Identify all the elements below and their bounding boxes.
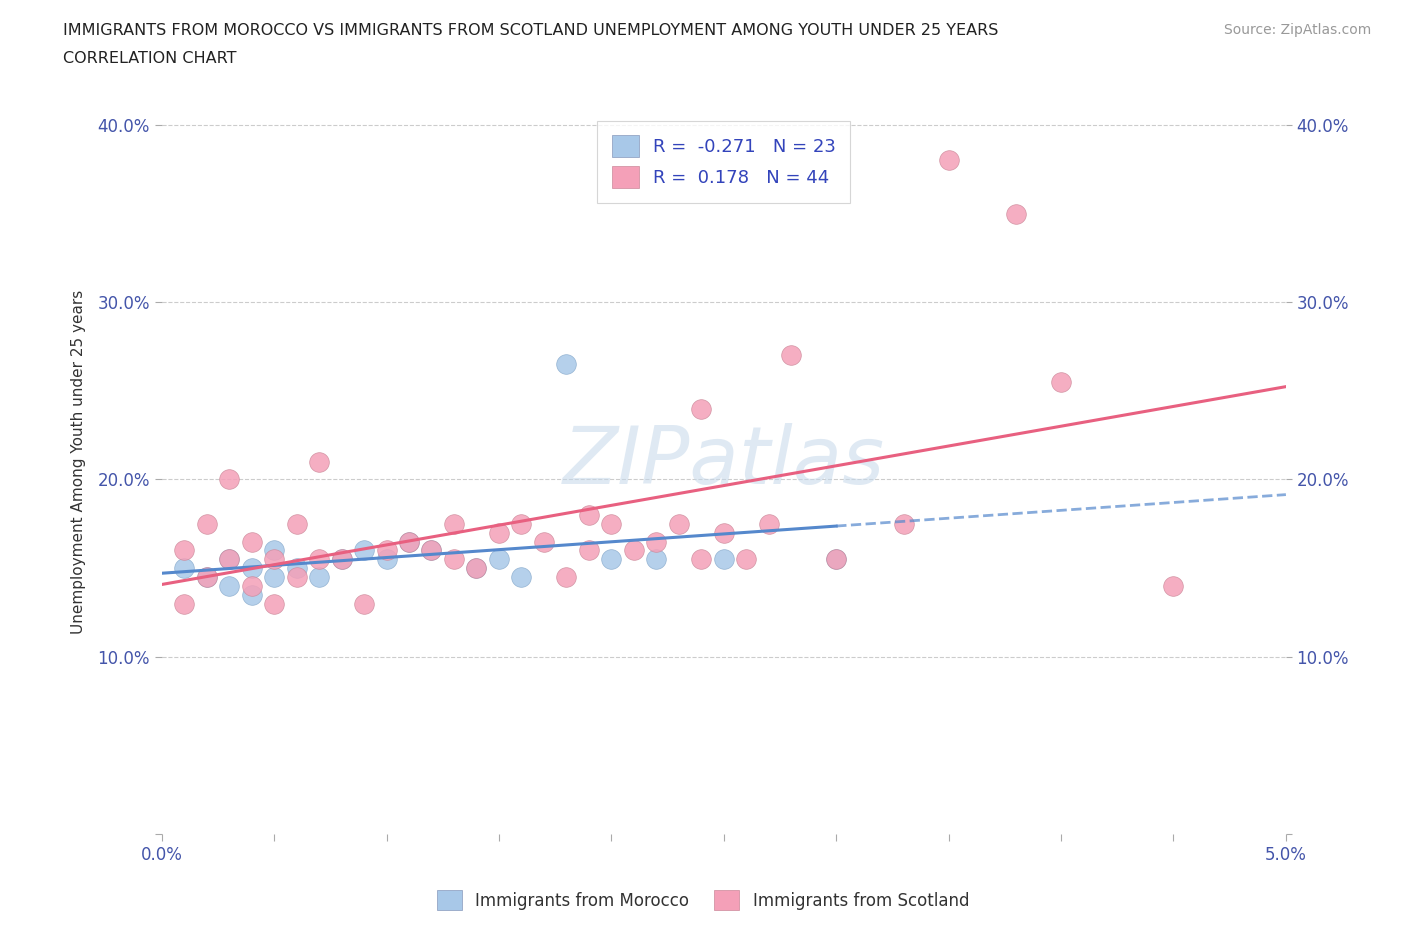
Point [173, 543, 195, 558]
Point [690, 401, 713, 416]
Point [713, 551, 735, 566]
Point [195, 569, 218, 584]
Point [780, 348, 803, 363]
Point [285, 569, 308, 584]
Point [465, 561, 488, 576]
Point [555, 357, 578, 372]
Point [195, 569, 218, 584]
Point [285, 561, 308, 576]
Point [555, 569, 578, 584]
Point [240, 561, 263, 576]
Point [263, 551, 285, 566]
Point [578, 508, 600, 523]
Point [1005, 206, 1028, 221]
Point [240, 587, 263, 602]
Point [375, 543, 398, 558]
Point [173, 596, 195, 611]
Point [600, 516, 623, 531]
Point [375, 551, 398, 566]
Point [825, 551, 848, 566]
Point [735, 551, 758, 566]
Legend: Immigrants from Morocco, Immigrants from Scotland: Immigrants from Morocco, Immigrants from… [430, 884, 976, 917]
Point [510, 516, 533, 531]
Point [353, 543, 375, 558]
Point [195, 516, 218, 531]
Text: Source: ZipAtlas.com: Source: ZipAtlas.com [1223, 23, 1371, 37]
Point [713, 525, 735, 540]
Point [510, 569, 533, 584]
Point [173, 561, 195, 576]
Point [758, 516, 780, 531]
Point [308, 454, 330, 469]
Point [488, 551, 510, 566]
Point [263, 596, 285, 611]
Point [465, 561, 488, 576]
Point [330, 551, 353, 566]
Point [1163, 578, 1185, 593]
Point [443, 516, 465, 531]
Point [893, 516, 915, 531]
Point [285, 516, 308, 531]
Point [578, 543, 600, 558]
Point [825, 551, 848, 566]
Point [218, 578, 240, 593]
Point [218, 551, 240, 566]
Point [263, 569, 285, 584]
Point [308, 551, 330, 566]
Point [263, 543, 285, 558]
Legend: R =  -0.271   N = 23, R =  0.178   N = 44: R = -0.271 N = 23, R = 0.178 N = 44 [598, 121, 851, 203]
Point [218, 472, 240, 487]
Text: ZIPatlas: ZIPatlas [562, 423, 884, 500]
Point [240, 534, 263, 549]
Point [420, 543, 443, 558]
Point [330, 551, 353, 566]
Point [1050, 375, 1073, 390]
Point [668, 516, 690, 531]
Point [240, 578, 263, 593]
Point [443, 551, 465, 566]
Point [420, 543, 443, 558]
Point [600, 551, 623, 566]
Text: CORRELATION CHART: CORRELATION CHART [63, 51, 236, 66]
Point [398, 534, 420, 549]
Text: IMMIGRANTS FROM MOROCCO VS IMMIGRANTS FROM SCOTLAND UNEMPLOYMENT AMONG YOUTH UND: IMMIGRANTS FROM MOROCCO VS IMMIGRANTS FR… [63, 23, 998, 38]
Point [308, 569, 330, 584]
Point [645, 534, 668, 549]
Point [353, 596, 375, 611]
Point [938, 153, 960, 167]
Point [690, 551, 713, 566]
Point [398, 534, 420, 549]
Y-axis label: Unemployment Among Youth under 25 years: Unemployment Among Youth under 25 years [72, 289, 86, 634]
Point [623, 543, 645, 558]
Point [218, 551, 240, 566]
Point [533, 534, 555, 549]
Point [488, 525, 510, 540]
Point [645, 551, 668, 566]
